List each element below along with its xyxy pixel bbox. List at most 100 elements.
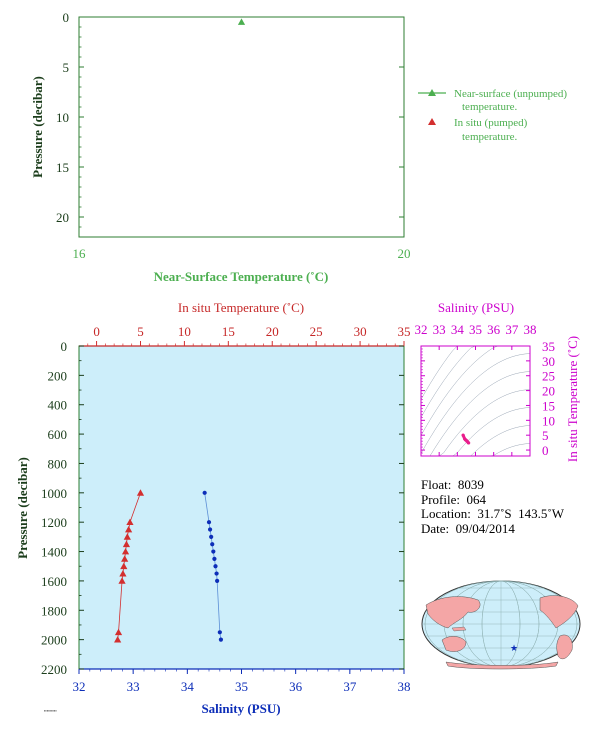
- main-y-tick-label: 400: [48, 398, 68, 413]
- ts-x-tick-label: 33: [433, 322, 446, 337]
- ts-y-tick-label: 30: [542, 354, 555, 369]
- top-x-tick-label: 16: [73, 246, 87, 261]
- temperature-point: [114, 636, 122, 643]
- salinity-point: [218, 637, 224, 642]
- temperature-tick-label: 20: [266, 324, 279, 339]
- float-id: Float: 8039: [421, 477, 484, 492]
- temperature-tick-label: 15: [222, 324, 235, 339]
- temperature-point: [126, 518, 134, 526]
- temperature-point: [123, 533, 131, 540]
- main-temperature-ticks: 0 5 10 15 20 25 30 35: [87, 324, 411, 346]
- temperature-tick-label: 30: [354, 324, 367, 339]
- main-y-tick-label: 200: [48, 368, 68, 383]
- top-x-axis-label: Near-Surface Temperature (˚C): [154, 269, 329, 284]
- main-y-tick-label: 1800: [41, 603, 67, 618]
- ts-point: [466, 441, 471, 445]
- legend-triangle-insitu-icon: [428, 118, 436, 125]
- ts-y-tick-label: 15: [542, 398, 555, 413]
- top-x-ticks: 16 20: [73, 246, 411, 261]
- top-plot-frame: [78, 16, 405, 238]
- main-y-tick-label: 2000: [41, 633, 67, 648]
- temperature-tick-label: 10: [178, 324, 191, 339]
- top-y-tick-label: 0: [63, 10, 70, 25]
- salinity-point: [207, 527, 213, 532]
- main-y-tick-label: 800: [48, 456, 68, 471]
- ts-y-tick-label: 10: [542, 413, 555, 428]
- temperature-point: [114, 628, 123, 636]
- temperature-point: [125, 525, 133, 533]
- temperature-point: [119, 569, 127, 577]
- profile-number: Profile: 064: [421, 491, 486, 507]
- temperature-point: [136, 489, 145, 496]
- ts-top-axis-label: Salinity (PSU): [438, 300, 514, 315]
- salinity-point: [217, 630, 222, 635]
- map-land-north-america: [539, 595, 579, 629]
- salinity-tick-label: 33: [127, 679, 140, 694]
- main-y-tick-label: 1200: [41, 515, 67, 530]
- salinity-tick-label: 32: [73, 679, 86, 694]
- ts-y-tick-label: 20: [542, 384, 555, 399]
- map-land-indonesia: [451, 626, 467, 632]
- temperature-point: [122, 540, 131, 548]
- temperature-tick-label: 35: [398, 324, 411, 339]
- float-info: Float: 8039 Profile: 064 Location: 31.7˚…: [421, 477, 564, 536]
- temperature-point: [121, 547, 130, 555]
- main-y-ticks: 0 200 400 600 800 1000 1200 1400 1600 1800 2000 220…: [41, 339, 404, 677]
- main-salinity-ticks: 32 33 34 35 36 37 38: [73, 669, 411, 694]
- ts-y-tick-label: 5: [542, 428, 549, 443]
- main-y-tick-label: 2200: [41, 662, 67, 677]
- main-y-tick-label: 1600: [41, 574, 67, 589]
- temperature-point: [121, 555, 129, 562]
- top-y-axis-label: Pressure (decibar): [30, 76, 45, 178]
- ts-plot-frame: [420, 345, 531, 457]
- salinity-point: [202, 490, 207, 495]
- salinity-point: [206, 520, 212, 525]
- ts-x-tick-label: 32: [415, 322, 428, 337]
- salinity-point: [209, 534, 214, 539]
- main-top-axis-label: In situ Temperature (˚C): [178, 300, 304, 315]
- main-y-axis-label: Pressure (decibar): [15, 457, 30, 559]
- ts-x-tick-label: 37: [505, 322, 519, 337]
- temperature-point: [120, 562, 128, 570]
- temperature-tick-label: 0: [93, 324, 100, 339]
- temperature-tick-label: 5: [137, 324, 144, 339]
- ts-x-tick-label: 35: [469, 322, 482, 337]
- salinity-point: [215, 578, 220, 584]
- legend-triangle-nearsurface-icon: [428, 89, 436, 96]
- location: Location: 31.7˚S 143.5˚W: [421, 506, 564, 521]
- ts-x-tick-label: 34: [451, 322, 465, 337]
- ts-y-tick-label: 0: [542, 443, 549, 458]
- float-location-star-icon: ★: [510, 643, 518, 653]
- temperature-point: [118, 577, 126, 584]
- top-data-points: [237, 18, 246, 25]
- main-panel: 0200400600800100012001400160018002000220…: [15, 300, 411, 716]
- density-contour: [421, 371, 531, 457]
- main-plot-area: [78, 345, 405, 670]
- map-land-south-america: [556, 634, 573, 660]
- ts-x-tick-label: 36: [487, 322, 501, 337]
- top-y-tick-label: 5: [63, 60, 70, 75]
- legend-label-insitu-2: temperature.: [462, 131, 518, 143]
- world-map: ★: [421, 580, 581, 670]
- salinity-point: [211, 549, 216, 554]
- salinity-point: [213, 564, 218, 569]
- top-y-tick-label: 10: [56, 110, 69, 125]
- map-land-asia: [425, 596, 481, 629]
- ts-y-tick-label: 25: [542, 369, 555, 384]
- near-surface-temperature-point: [237, 18, 246, 25]
- salinity-tick-label: 36: [289, 679, 303, 694]
- top-y-tick-label: 15: [56, 160, 69, 175]
- main-y-tick-label: 1000: [41, 486, 67, 501]
- salinity-profile: [202, 490, 224, 642]
- legend-label-nearsurface-1: Near-surface (unpumped): [454, 88, 567, 100]
- date: Date: 09/04/2014: [421, 520, 515, 536]
- ts-right-axis-label: In situ Temperature (˚C): [565, 336, 580, 462]
- ts-x-tick-label: 38: [524, 322, 537, 337]
- salinity-tick-label: 37: [343, 679, 357, 694]
- ts-y-tick-label: 35: [542, 339, 555, 354]
- salinity-tick-label: 34: [181, 679, 195, 694]
